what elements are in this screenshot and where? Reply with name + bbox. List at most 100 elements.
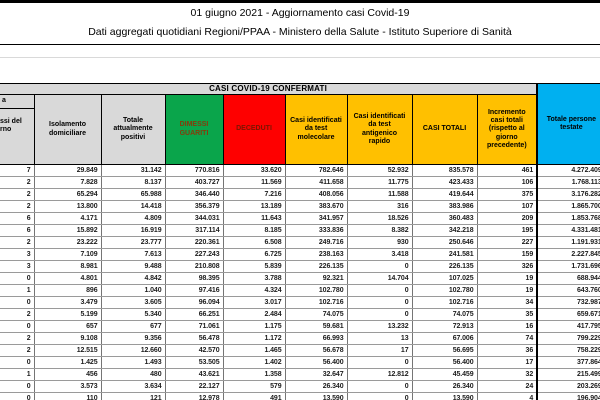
cell: 3 [0, 260, 35, 273]
cell: 6 [0, 212, 35, 225]
cell: 67.006 [411, 332, 478, 345]
cell: 2 [0, 332, 35, 345]
cell: 3.017 [222, 296, 286, 309]
cell: 1.191.931 [536, 236, 600, 249]
cell: 423.433 [411, 176, 478, 189]
cell: 0 [346, 308, 413, 321]
cell: 688.944 [536, 272, 600, 285]
cell: 56.400 [411, 356, 478, 369]
cell: 210.808 [164, 260, 224, 273]
cell: 11.775 [346, 176, 413, 189]
cell: 102.716 [284, 296, 348, 309]
cell: 4.809 [100, 212, 166, 225]
cell: 56.400 [284, 356, 348, 369]
cell: 770.816 [164, 164, 224, 177]
cell: 782.646 [284, 164, 348, 177]
table-row: 0 110 121 12.978 491 13.590 0 13.590 4 196.904 [0, 392, 600, 400]
table-row: 2 5.199 5.340 66.251 2.484 74.075 0 74.075 35 659… [0, 308, 600, 321]
cell: 1.853.768 [536, 212, 600, 225]
cell: 226.135 [284, 260, 348, 273]
cell: 2 [0, 344, 35, 357]
cell: 42.570 [164, 344, 224, 357]
report-title: 01 giugno 2021 - Aggiornamento casi Covi… [190, 7, 410, 19]
cell: 6.508 [222, 236, 286, 249]
cell: 896 [33, 284, 102, 297]
table-row: 7 29.849 31.142 770.816 33.620 782.646 52.932 8… [0, 164, 600, 177]
table-band-header: CASI COVID-19 CONFERMATI [0, 83, 538, 95]
cell: 758.229 [536, 344, 600, 357]
cell: 13.590 [411, 392, 478, 400]
table-row: 6 15.892 16.919 317.114 8.185 333.836 8.382 342… [0, 224, 600, 237]
cell: 7.613 [100, 248, 166, 261]
cell: 12.515 [33, 344, 102, 357]
cell: 3.788 [222, 272, 286, 285]
table-row: 0 3.479 3.605 96.094 3.017 102.716 0 102.716 34 7… [0, 296, 600, 309]
covid-table: CASI COVID-19 CONFERMATI Totale persone … [0, 83, 600, 400]
cell: 1.493 [100, 356, 166, 369]
cell: 2 [0, 188, 35, 201]
cell: 102.716 [411, 296, 478, 309]
col-header-casi-test-molecolare: Casi identificati da test molecolare [284, 94, 348, 165]
cell: 102.780 [411, 284, 478, 297]
cell: 356.379 [164, 200, 224, 213]
header-fragment-line: rno [0, 126, 12, 133]
cell: 341.957 [284, 212, 348, 225]
cell: 56.678 [284, 344, 348, 357]
cell: 13.800 [33, 200, 102, 213]
cell: 32 [476, 368, 538, 381]
table-row: 2 23.222 23.777 220.361 6.508 249.716 930 250.6… [0, 236, 600, 249]
cell: 110 [33, 392, 102, 400]
table-row: 0 1.425 1.493 53.505 1.402 56.400 0 56.400 17 377… [0, 356, 600, 369]
cell: 4.324 [222, 284, 286, 297]
cell: 12.812 [346, 368, 413, 381]
cell: 1.172 [222, 332, 286, 345]
cell: 383.986 [411, 200, 478, 213]
cell: 3.176.282 [536, 188, 600, 201]
cell: 3.634 [100, 380, 166, 393]
cell: 65.294 [33, 188, 102, 201]
cell: 107.025 [411, 272, 478, 285]
cell: 97.416 [164, 284, 224, 297]
cell: 7.828 [33, 176, 102, 189]
cell: 26.340 [411, 380, 478, 393]
cell: 72.913 [411, 320, 478, 333]
cell: 23.777 [100, 236, 166, 249]
cell: 6 [0, 224, 35, 237]
cell: 4.842 [100, 272, 166, 285]
cell: 9.488 [100, 260, 166, 273]
cell: 23.222 [33, 236, 102, 249]
cell: 0 [346, 260, 413, 273]
cell: 13.590 [284, 392, 348, 400]
cell: 333.836 [284, 224, 348, 237]
cell: 342.218 [411, 224, 478, 237]
col-header-isolamento-domiciliare: Isolamento domiciliare [33, 94, 102, 165]
cell: 799.229 [536, 332, 600, 345]
cell: 220.361 [164, 236, 224, 249]
cell: 0 [346, 392, 413, 400]
cell: 7.216 [222, 188, 286, 201]
table-row: 2 7.828 8.137 403.727 11.569 411.658 11.775 423… [0, 176, 600, 189]
cell: 1.040 [100, 284, 166, 297]
col-header-ingressi-del-giorno-fragment: ssi del rno [0, 108, 35, 165]
cell: 346.440 [164, 188, 224, 201]
cell: 13 [346, 332, 413, 345]
cell: 9.356 [100, 332, 166, 345]
cell: 2 [0, 236, 35, 249]
cell: 9.108 [33, 332, 102, 345]
cell: 316 [346, 200, 413, 213]
cell: 74.075 [411, 308, 478, 321]
cell: 74.075 [284, 308, 348, 321]
cell: 4.171 [33, 212, 102, 225]
cell: 344.031 [164, 212, 224, 225]
cell: 8.981 [33, 260, 102, 273]
cell: 227 [476, 236, 538, 249]
cell: 22.127 [164, 380, 224, 393]
table-row: 0 3.573 3.634 22.127 579 26.340 0 26.340 24 203.2… [0, 380, 600, 393]
cell: 13.232 [346, 320, 413, 333]
cell: 36 [476, 344, 538, 357]
cell: 215.499 [536, 368, 600, 381]
cell: 4.331.481 [536, 224, 600, 237]
col-header-dimessi-guariti: DIMESSI GUARITI [164, 94, 224, 165]
cell: 11.643 [222, 212, 286, 225]
col-header-totale-attualmente-positivi: Totale attualmente positivi [100, 94, 166, 165]
